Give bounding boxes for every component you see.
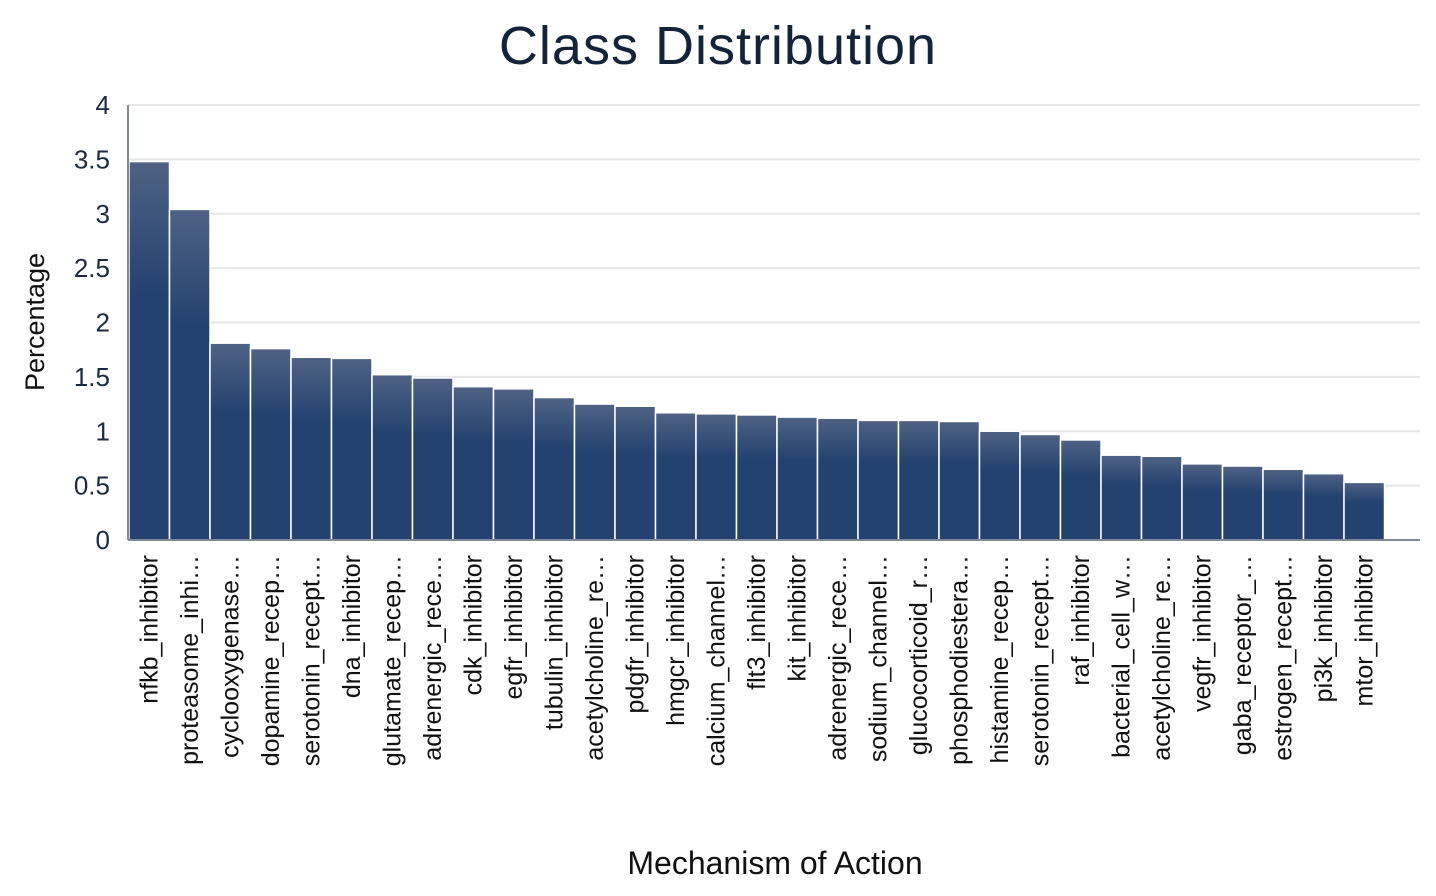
bar <box>776 416 819 541</box>
x-tick-label: nfkb_inhibitor <box>135 555 163 704</box>
bar <box>1140 455 1183 541</box>
x-tick-label: bacterial_cell_w… <box>1107 555 1135 758</box>
bar <box>492 388 535 541</box>
x-tick-label: egfr_inhibitor <box>500 555 528 700</box>
bar <box>1019 433 1062 541</box>
bar <box>654 412 697 541</box>
x-tick-label: histamine_recep… <box>986 555 1014 763</box>
x-tick-label: glutamate_recep… <box>378 555 406 766</box>
y-tick-label: 1 <box>96 416 110 446</box>
bar <box>1221 465 1264 541</box>
x-tick-label: adrenergic_rece… <box>824 555 852 761</box>
x-tick-label: raf_inhibitor <box>1067 555 1095 686</box>
y-tick-labels: 0 0.5 1 1.5 2 2.5 3 3.5 4 <box>74 90 110 555</box>
x-tick-label: sodium_channel… <box>864 555 892 762</box>
bar <box>371 373 414 541</box>
y-tick-label: 3 <box>96 199 110 229</box>
bar <box>1059 439 1102 541</box>
x-tick-label: pdgfr_inhibitor <box>621 555 649 713</box>
bar <box>978 430 1021 541</box>
x-tick-label: gaba_receptor_… <box>1229 555 1257 755</box>
bar <box>209 342 252 541</box>
x-tick-label: acetylcholine_re… <box>581 555 609 761</box>
bar <box>1100 454 1143 541</box>
x-tick-labels: nfkb_inhibitor proteasome_inhi… cyclooxyge… <box>135 555 1378 766</box>
bar <box>938 420 981 541</box>
x-tick-label: serotonin_recept… <box>1026 555 1054 766</box>
x-tick-label: serotonin_recept… <box>297 555 325 766</box>
bar <box>695 413 738 541</box>
x-tick-label: cyclooxygenase… <box>216 555 244 758</box>
bar <box>897 419 940 541</box>
x-axis-label: Mechanism of Action <box>627 845 922 881</box>
x-tick-label: kit_inhibitor <box>783 555 811 681</box>
bar <box>614 405 657 541</box>
bar <box>330 357 373 541</box>
x-tick-label: glucocorticoid_r… <box>905 555 933 755</box>
x-tick-label: pi3k_inhibitor <box>1310 555 1338 702</box>
y-tick-label: 3.5 <box>74 144 110 174</box>
bar <box>573 403 616 541</box>
x-tick-label: mtor_inhibitor <box>1350 555 1378 706</box>
x-tick-label: estrogen_recept… <box>1269 555 1297 761</box>
bars <box>128 160 1386 541</box>
x-tick-label: calcium_channel… <box>702 555 730 766</box>
x-tick-label: hmgcr_inhibitor <box>662 555 690 726</box>
y-tick-label: 0 <box>96 525 110 555</box>
x-tick-label: dopamine_recep… <box>257 555 285 766</box>
x-tick-label: acetylcholine_re… <box>1148 555 1176 761</box>
x-tick-label: proteasome_inhi… <box>176 555 204 765</box>
bar <box>411 377 454 541</box>
chart-title: Class Distribution <box>499 16 937 76</box>
x-tick-label: flt3_inhibitor <box>743 555 771 690</box>
y-tick-label: 2.5 <box>74 253 110 283</box>
x-tick-label: tubulin_inhibitor <box>540 555 568 730</box>
bar <box>857 419 900 541</box>
y-tick-label: 4 <box>96 90 110 120</box>
x-tick-label: dna_inhibitor <box>338 555 366 698</box>
y-tick-label: 1.5 <box>74 362 110 392</box>
bar <box>290 356 333 541</box>
bar <box>249 347 292 541</box>
bar <box>1181 463 1224 541</box>
bar <box>816 417 859 541</box>
bar <box>1262 468 1305 541</box>
bar <box>452 385 495 541</box>
bar <box>1302 472 1345 541</box>
bar <box>1343 481 1386 541</box>
y-axis-label: Percentage <box>20 253 50 391</box>
x-tick-label: vegfr_inhibitor <box>1188 555 1216 712</box>
bar <box>168 208 211 541</box>
bar <box>735 414 778 541</box>
x-tick-label: adrenergic_rece… <box>419 555 447 761</box>
x-tick-label: phosphodiestera… <box>945 555 973 765</box>
y-tick-label: 0.5 <box>74 471 110 501</box>
bar <box>533 396 576 541</box>
y-tick-label: 2 <box>96 308 110 338</box>
x-tick-label: cdk_inhibitor <box>459 555 487 695</box>
bar <box>128 160 171 541</box>
axes <box>127 105 1420 541</box>
